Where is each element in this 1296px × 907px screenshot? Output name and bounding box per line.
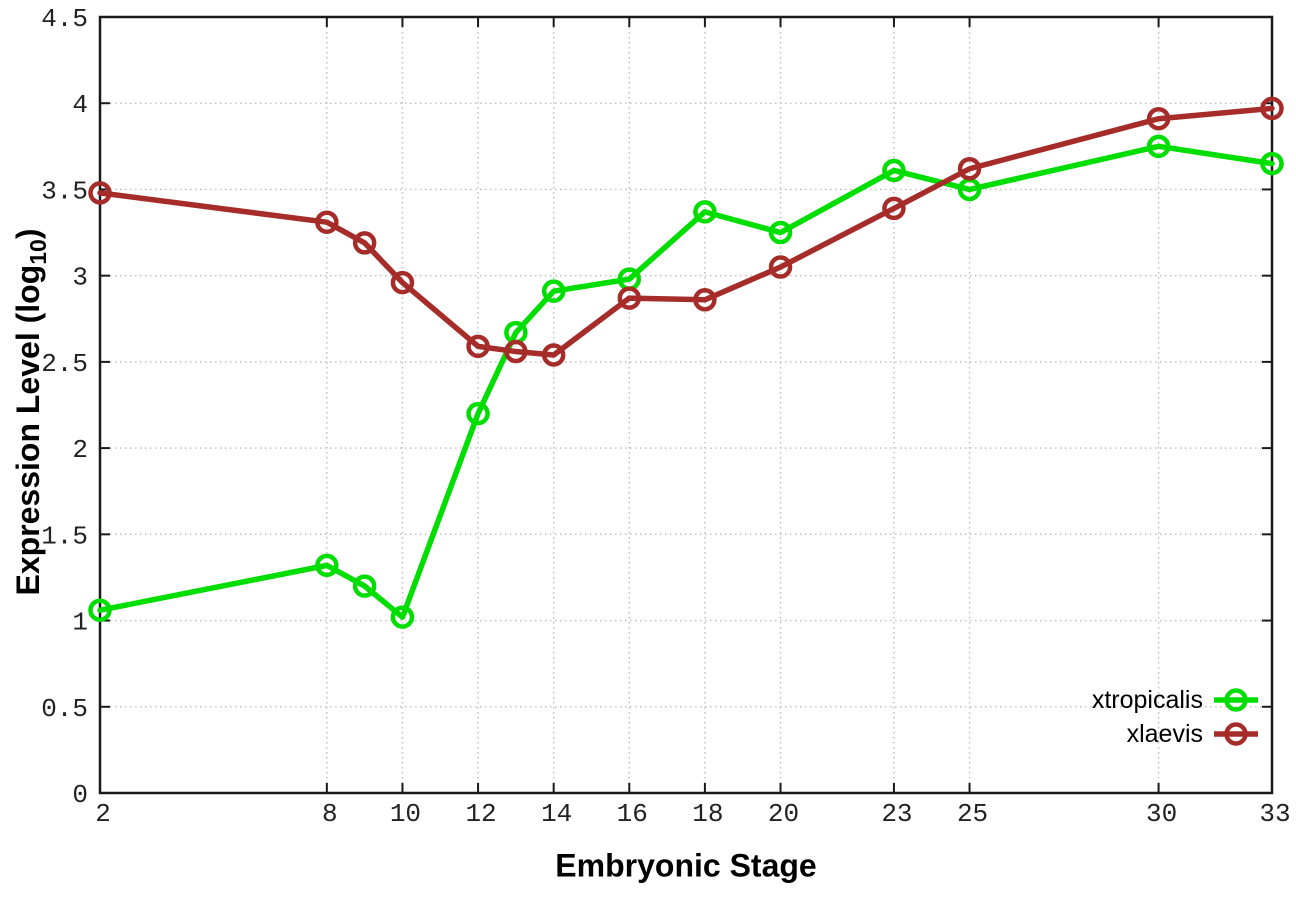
x-tick-label: 25 — [957, 799, 988, 829]
x-tick-label: 2 — [95, 799, 111, 829]
data-point-xtropicalis — [352, 574, 377, 598]
legend-label: xlaevis — [1126, 719, 1203, 748]
data-point-xtropicalis — [390, 605, 415, 629]
plot-border — [98, 15, 1274, 795]
x-axis-title: Embryonic Stage — [555, 847, 817, 884]
data-point-xlaevis — [466, 334, 490, 359]
y-tick-label: 0 — [72, 780, 88, 810]
legend-label: xtropicalis — [1091, 685, 1203, 714]
data-point-xlaevis — [390, 270, 415, 295]
y-tick-label: 3 — [72, 263, 88, 293]
y-axis-title-text: Expression Level (log — [9, 264, 46, 596]
y-tick-label: 2 — [72, 435, 88, 465]
legend-line-marker-icon — [1214, 688, 1258, 712]
y-tick-label: 0.5 — [41, 694, 88, 724]
data-point-xlaevis — [693, 288, 717, 312]
data-point-xlaevis — [617, 286, 642, 310]
x-tick-label: 10 — [390, 799, 421, 829]
data-point-xlaevis — [1146, 106, 1171, 131]
x-tick-label: 14 — [541, 799, 572, 829]
data-point-xtropicalis — [541, 279, 566, 303]
y-tick-label: 1 — [72, 608, 88, 638]
data-point-xlaevis — [882, 196, 906, 221]
data-point-xlaevis — [1260, 96, 1284, 121]
data-point-xtropicalis — [466, 401, 490, 426]
y-tick-label: 4.5 — [41, 4, 88, 34]
data-point-xtropicalis — [315, 553, 339, 578]
x-tick-label: 18 — [692, 799, 723, 829]
data-point-xtropicalis — [693, 200, 717, 224]
y-axis-title-suffix: ) — [9, 228, 46, 240]
data-point-xlaevis — [504, 339, 528, 364]
legend: xtropicalis xlaevis — [1092, 686, 1259, 748]
data-point-xlaevis — [768, 255, 793, 279]
data-point-xtropicalis — [1146, 134, 1171, 159]
data-point-xtropicalis — [882, 158, 906, 183]
y-tick-label: 3.5 — [41, 176, 88, 206]
legend-item-xlaevis: xlaevis — [1127, 720, 1259, 748]
x-tick-label: 30 — [1146, 799, 1177, 829]
legend-line-marker-icon — [1214, 722, 1258, 746]
data-point-xtropicalis — [88, 598, 112, 622]
x-tick-label: 8 — [322, 799, 338, 829]
x-tick-label: 23 — [881, 799, 912, 829]
data-point-xtropicalis — [1260, 151, 1284, 176]
data-point-xlaevis — [957, 157, 982, 181]
x-tick-label: 12 — [465, 799, 496, 829]
y-axis-title-subscript: 10 — [25, 239, 52, 265]
data-point-xtropicalis — [768, 220, 793, 245]
data-point-xlaevis — [352, 231, 377, 255]
data-point-xlaevis — [315, 210, 339, 234]
y-tick-label: 2.5 — [41, 349, 88, 379]
y-tick-label: 4 — [72, 90, 88, 120]
x-tick-label: 33 — [1259, 799, 1290, 829]
y-tick-label: 1.5 — [41, 521, 88, 551]
legend-item-xtropicalis: xtropicalis — [1092, 686, 1259, 714]
y-axis-title: Expression Level (log10) — [10, 228, 52, 595]
x-tick-label: 16 — [617, 799, 648, 829]
data-point-xlaevis — [88, 181, 112, 205]
x-tick-label: 20 — [768, 799, 799, 829]
data-point-xlaevis — [541, 343, 566, 367]
